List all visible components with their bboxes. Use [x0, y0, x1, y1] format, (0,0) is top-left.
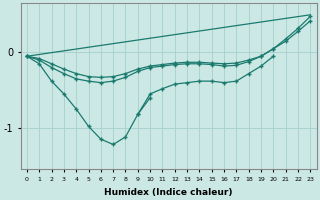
X-axis label: Humidex (Indice chaleur): Humidex (Indice chaleur)	[104, 188, 233, 197]
